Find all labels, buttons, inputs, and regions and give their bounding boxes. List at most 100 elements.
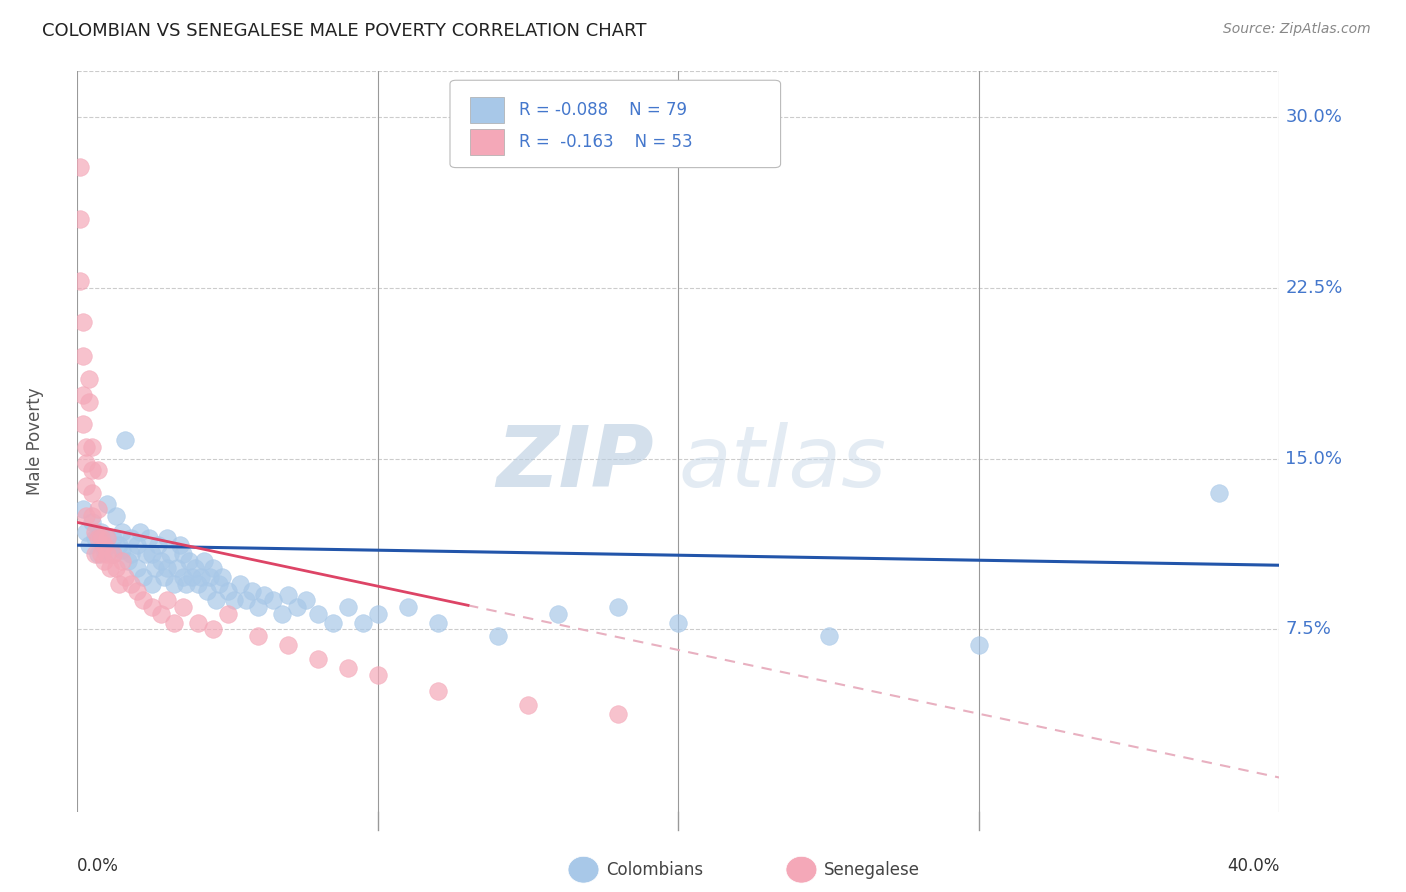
Point <box>132 592 155 607</box>
Point <box>96 532 118 546</box>
Point <box>186 577 209 591</box>
Point <box>166 561 188 575</box>
Point <box>120 577 142 591</box>
Point <box>75 508 97 523</box>
Point <box>150 607 173 621</box>
Point <box>82 485 104 500</box>
Point <box>156 561 179 575</box>
Point <box>84 532 107 546</box>
Point <box>69 160 91 174</box>
Point <box>82 463 104 477</box>
Point <box>79 394 101 409</box>
Point <box>111 524 134 539</box>
Point <box>240 583 263 598</box>
Point <box>352 615 374 630</box>
Point <box>211 570 233 584</box>
Text: Colombians: Colombians <box>606 861 703 879</box>
Point <box>72 417 94 432</box>
Point <box>105 508 128 523</box>
Point <box>277 639 299 653</box>
Point <box>96 497 118 511</box>
Point <box>427 684 450 698</box>
Text: Senegalese: Senegalese <box>824 861 920 879</box>
Point <box>120 547 142 561</box>
Point <box>96 532 118 546</box>
Point <box>201 561 224 575</box>
Point <box>79 538 101 552</box>
Point <box>129 524 152 539</box>
Text: ZIP: ZIP <box>496 422 654 505</box>
Point <box>127 561 149 575</box>
Point <box>285 599 308 614</box>
Point <box>162 577 184 591</box>
Point <box>87 532 110 546</box>
Point <box>103 547 125 561</box>
Point <box>207 577 229 591</box>
Text: 15.0%: 15.0% <box>1285 450 1343 467</box>
Point <box>90 524 112 539</box>
Point <box>427 615 450 630</box>
Text: R = -0.088    N = 79: R = -0.088 N = 79 <box>519 101 686 120</box>
Point <box>145 561 167 575</box>
Point <box>120 532 142 546</box>
Text: 30.0%: 30.0% <box>1285 108 1343 126</box>
Point <box>169 538 191 552</box>
Point <box>159 547 181 561</box>
Point <box>84 547 107 561</box>
Point <box>141 547 163 561</box>
Point <box>607 706 630 721</box>
Point <box>193 554 215 568</box>
Point <box>486 629 509 643</box>
Point <box>127 583 149 598</box>
Point <box>246 629 269 643</box>
Text: R =  -0.163    N = 53: R = -0.163 N = 53 <box>519 133 692 151</box>
Point <box>817 629 839 643</box>
Point <box>201 623 224 637</box>
Point <box>100 561 122 575</box>
Point <box>84 524 107 539</box>
Point <box>93 538 115 552</box>
Text: 40.0%: 40.0% <box>1227 857 1279 875</box>
Point <box>87 463 110 477</box>
Point <box>114 570 136 584</box>
Point <box>322 615 344 630</box>
Point <box>228 577 250 591</box>
Point <box>150 554 173 568</box>
Point <box>183 561 205 575</box>
Point <box>547 607 569 621</box>
Point <box>72 501 94 516</box>
Point <box>172 547 194 561</box>
Text: Male Poverty: Male Poverty <box>27 388 44 495</box>
Point <box>246 599 269 614</box>
Point <box>75 479 97 493</box>
Point <box>103 532 125 546</box>
Point <box>82 440 104 454</box>
Text: 0.0%: 0.0% <box>77 857 120 875</box>
Point <box>79 372 101 386</box>
Point <box>141 599 163 614</box>
Point <box>235 592 257 607</box>
Point <box>148 538 170 552</box>
Point <box>117 554 139 568</box>
Point <box>108 577 131 591</box>
Point <box>90 532 112 546</box>
Point <box>82 508 104 523</box>
Text: 22.5%: 22.5% <box>1285 279 1343 297</box>
Point <box>103 547 125 561</box>
Point <box>141 577 163 591</box>
Point <box>162 615 184 630</box>
Point <box>172 570 194 584</box>
Point <box>105 561 128 575</box>
Point <box>174 577 197 591</box>
Point <box>195 583 218 598</box>
Point <box>69 274 91 288</box>
Point <box>93 542 115 557</box>
Point <box>668 615 690 630</box>
Point <box>156 532 179 546</box>
Point <box>607 599 630 614</box>
Point <box>132 570 155 584</box>
Point <box>96 547 118 561</box>
Point <box>190 570 212 584</box>
Point <box>111 542 134 557</box>
FancyBboxPatch shape <box>471 129 505 155</box>
